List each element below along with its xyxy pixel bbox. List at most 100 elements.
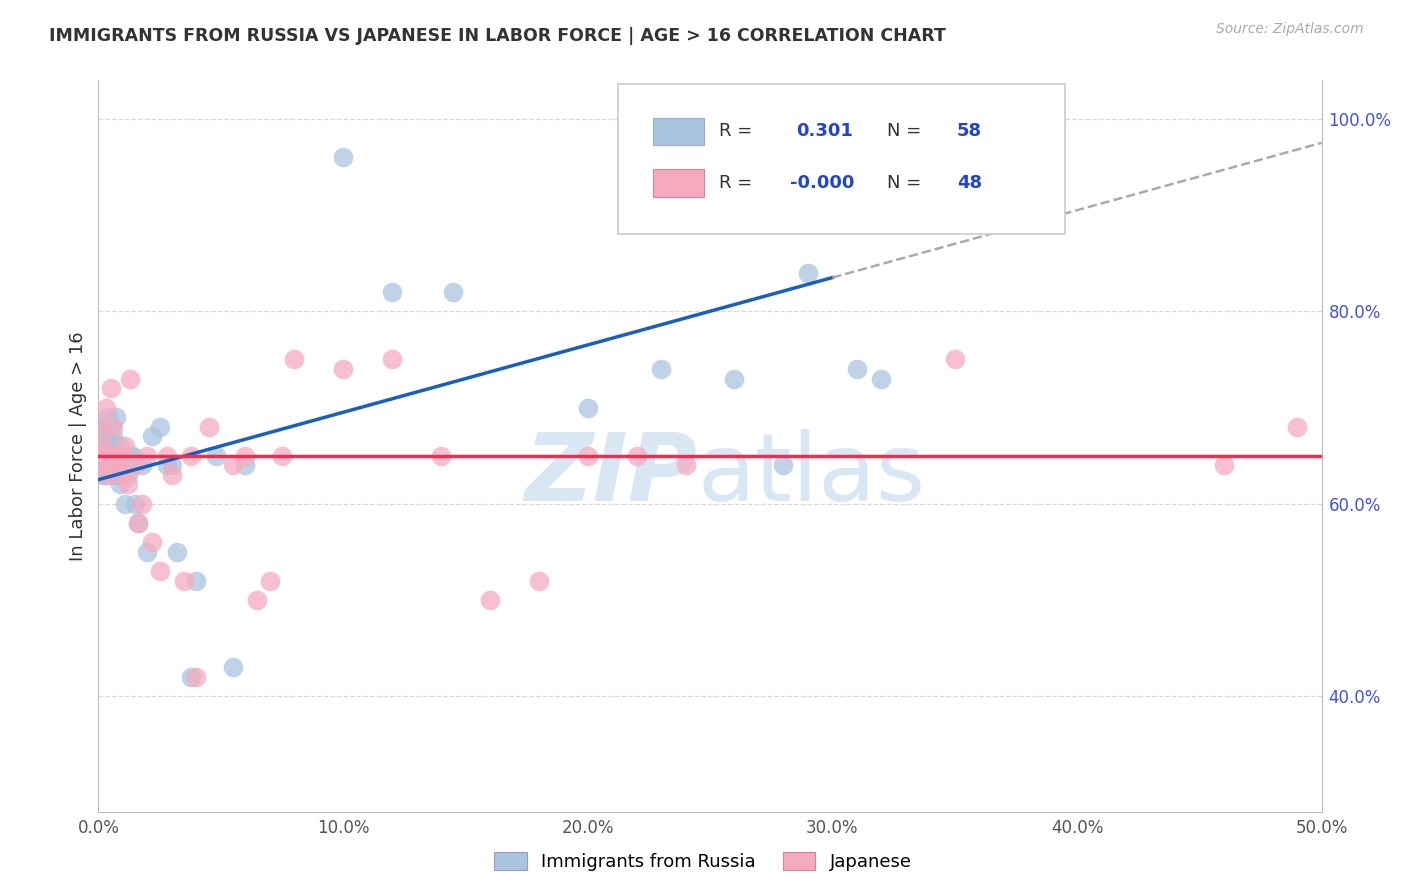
Point	[723, 371, 745, 385]
Point	[117, 477, 139, 491]
Point	[222, 660, 245, 674]
Point	[845, 362, 868, 376]
Point	[675, 458, 697, 473]
FancyBboxPatch shape	[652, 118, 704, 145]
Point	[430, 449, 453, 463]
Point	[90, 419, 112, 434]
Point	[149, 564, 172, 578]
Point	[381, 285, 404, 299]
Point	[91, 439, 114, 453]
Point	[110, 477, 132, 491]
Point	[205, 449, 228, 463]
Point	[233, 449, 256, 463]
Point	[97, 449, 120, 463]
Point	[149, 419, 172, 434]
Point	[626, 449, 648, 463]
Point	[97, 429, 120, 443]
Point	[650, 362, 672, 376]
Text: ZIP: ZIP	[524, 429, 697, 521]
Point	[111, 467, 134, 482]
Point	[160, 467, 183, 482]
Point	[97, 410, 120, 425]
Point	[117, 467, 139, 482]
FancyBboxPatch shape	[652, 169, 704, 196]
Point	[186, 670, 208, 684]
Point	[156, 449, 179, 463]
Point	[111, 458, 134, 473]
Point	[332, 150, 354, 164]
FancyBboxPatch shape	[619, 84, 1064, 234]
Point	[283, 352, 305, 367]
Point	[94, 458, 117, 473]
Point	[131, 458, 153, 473]
Point	[91, 449, 114, 463]
Point	[166, 545, 188, 559]
Point	[246, 593, 269, 607]
Point	[233, 458, 256, 473]
Point	[870, 371, 893, 385]
Point	[94, 467, 117, 482]
Text: N =: N =	[887, 174, 922, 192]
Point	[1286, 419, 1309, 434]
Point	[1017, 208, 1039, 222]
Point	[100, 467, 122, 482]
Point	[173, 574, 195, 588]
Point	[90, 439, 112, 453]
Text: R =: R =	[718, 174, 752, 192]
Point	[114, 497, 136, 511]
Point	[1212, 458, 1234, 473]
Point	[104, 410, 127, 425]
Point	[156, 458, 179, 473]
Point	[114, 439, 136, 453]
Point	[197, 419, 219, 434]
Point	[94, 439, 117, 453]
Point	[136, 449, 159, 463]
Point	[576, 401, 599, 415]
Point	[120, 371, 142, 385]
Point	[124, 497, 146, 511]
Point	[332, 362, 354, 376]
Text: 0.301: 0.301	[796, 122, 852, 140]
Point	[100, 458, 122, 473]
Point	[111, 449, 134, 463]
Point	[101, 449, 124, 463]
Point	[94, 401, 117, 415]
Point	[107, 449, 129, 463]
Point	[91, 429, 114, 443]
Point	[180, 449, 202, 463]
Point	[100, 419, 122, 434]
Point	[186, 574, 208, 588]
Point	[104, 449, 127, 463]
Point	[136, 545, 159, 559]
Point	[222, 458, 245, 473]
Point	[90, 419, 112, 434]
Point	[110, 449, 132, 463]
Point	[100, 439, 122, 453]
Point	[120, 449, 142, 463]
Point	[104, 467, 127, 482]
Point	[576, 449, 599, 463]
Point	[94, 449, 117, 463]
Point	[772, 458, 794, 473]
Text: Source: ZipAtlas.com: Source: ZipAtlas.com	[1216, 22, 1364, 37]
Text: 58: 58	[957, 122, 983, 140]
Point	[90, 449, 112, 463]
Point	[121, 449, 143, 463]
Y-axis label: In Labor Force | Age > 16: In Labor Force | Age > 16	[69, 331, 87, 561]
Point	[91, 458, 114, 473]
Point	[141, 535, 163, 549]
Point	[104, 449, 127, 463]
Point	[127, 516, 149, 530]
Text: R =: R =	[718, 122, 752, 140]
Point	[180, 670, 202, 684]
Legend: Immigrants from Russia, Japanese: Immigrants from Russia, Japanese	[486, 845, 920, 879]
Point	[943, 352, 966, 367]
Text: -0.000: -0.000	[790, 174, 853, 192]
Point	[101, 429, 124, 443]
Point	[478, 593, 501, 607]
Point	[100, 381, 122, 395]
Point	[124, 458, 146, 473]
Point	[441, 285, 464, 299]
Point	[527, 574, 550, 588]
Text: atlas: atlas	[697, 429, 927, 521]
